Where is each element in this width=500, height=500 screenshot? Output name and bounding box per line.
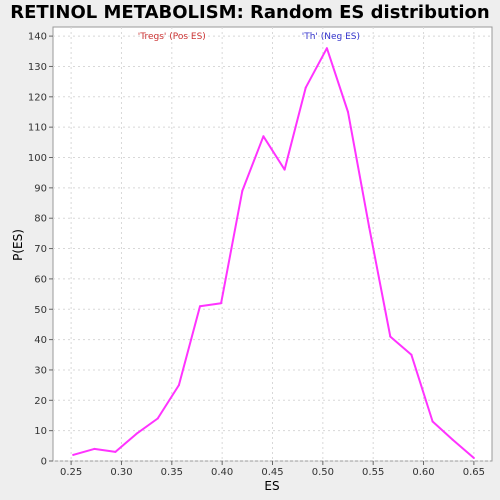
x-tick-label: 0.25 <box>60 467 82 478</box>
y-tick-label: 20 <box>34 396 47 407</box>
y-axis-label: P(ES) <box>11 229 25 261</box>
data-point <box>220 302 222 304</box>
data-point <box>389 336 391 338</box>
data-point <box>284 169 286 171</box>
x-tick-label: 0.55 <box>362 467 384 478</box>
data-point <box>157 418 159 420</box>
data-point <box>347 111 349 113</box>
x-tick-label: 0.30 <box>110 467 132 478</box>
y-tick-label: 110 <box>28 123 47 134</box>
x-tick-label: 0.50 <box>312 467 334 478</box>
x-tick-label: 0.65 <box>463 467 485 478</box>
y-tick-label: 130 <box>28 62 47 73</box>
data-point <box>326 47 328 49</box>
data-point <box>410 354 412 356</box>
y-tick-label: 0 <box>41 457 47 468</box>
y-tick-label: 80 <box>34 214 47 225</box>
chart-title: RETINOL METABOLISM: Random ES distributi… <box>10 2 489 23</box>
x-tick-label: 0.40 <box>211 467 233 478</box>
data-point <box>178 384 180 386</box>
data-point <box>241 190 243 192</box>
data-point <box>305 87 307 89</box>
y-tick-label: 100 <box>28 153 47 164</box>
data-point <box>72 454 74 456</box>
y-tick-label: 140 <box>28 32 47 43</box>
data-point <box>93 448 95 450</box>
data-point <box>452 439 454 441</box>
y-tick-label: 30 <box>34 365 47 376</box>
y-tick-label: 50 <box>34 305 47 316</box>
y-tick-label: 90 <box>34 183 47 194</box>
y-tick-label: 120 <box>28 92 47 103</box>
data-point <box>473 457 475 459</box>
data-point <box>199 305 201 307</box>
annotation-label: 'Th' (Neg ES) <box>302 32 360 42</box>
y-tick-label: 10 <box>34 426 47 437</box>
x-tick-label: 0.45 <box>261 467 283 478</box>
annotation-label: 'Tregs' (Pos ES) <box>138 32 206 42</box>
data-point <box>136 433 138 435</box>
x-tick-label: 0.35 <box>161 467 183 478</box>
data-point <box>368 226 370 228</box>
x-axis-label: ES <box>264 479 279 493</box>
x-tick-label: 0.60 <box>412 467 434 478</box>
y-tick-label: 40 <box>34 335 47 346</box>
data-point <box>432 421 434 423</box>
y-tick-label: 60 <box>34 274 47 285</box>
data-point <box>262 135 264 137</box>
y-tick-label: 70 <box>34 244 47 255</box>
data-point <box>114 451 116 453</box>
